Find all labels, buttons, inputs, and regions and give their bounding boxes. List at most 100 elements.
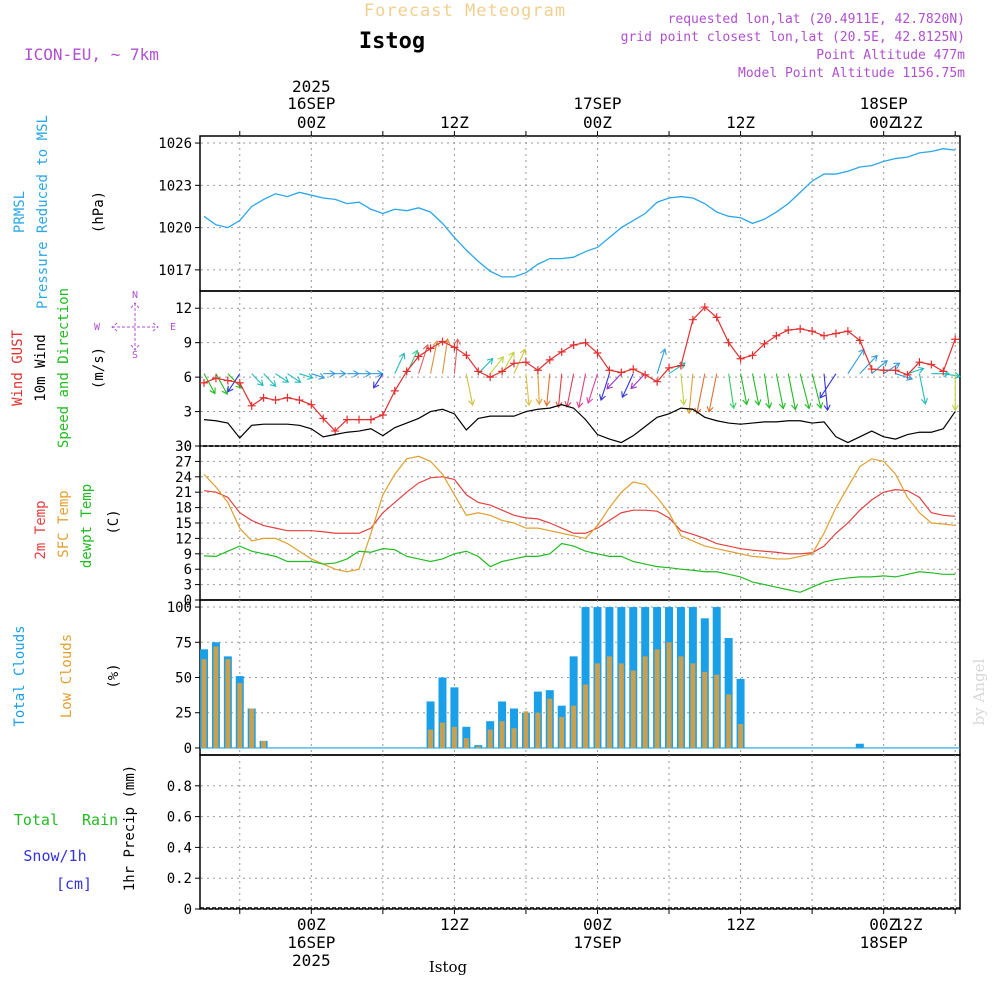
wind-gust-marker	[438, 337, 447, 346]
temp-dewpoint-line	[203, 542, 956, 593]
total-cloud-bar	[450, 687, 459, 748]
pressure-unit: (hPa)	[91, 191, 107, 233]
wind-direction-arrow	[763, 373, 771, 409]
time-label: 00Z	[869, 113, 898, 132]
low-cloud-bar	[201, 659, 207, 748]
wind-direction-arrow	[441, 338, 449, 374]
low-cloud-bar	[213, 646, 219, 748]
wind-gust-marker	[903, 370, 912, 379]
wind-direction-arrow	[787, 373, 796, 410]
wind-direction-arrow	[740, 373, 748, 405]
wind-direction-arrow	[799, 373, 810, 409]
wind-gust-marker	[617, 368, 626, 377]
wind-gust-marker	[211, 374, 220, 383]
wind-gust-marker	[402, 367, 411, 376]
wind-direction-arrow	[537, 373, 540, 405]
y-tick-label: 0	[184, 741, 192, 757]
wind-direction-arrow	[668, 362, 686, 375]
wind-direction-arrow	[606, 373, 622, 390]
y-tick-label: 50	[175, 671, 192, 687]
wind-arrow-head	[906, 374, 914, 381]
wind-arrow-head	[294, 376, 302, 383]
low-cloud-bar	[487, 729, 493, 748]
wind-gust-marker	[510, 359, 519, 368]
wind-direction-arrow	[418, 344, 429, 374]
wind-arrow-head	[318, 372, 326, 380]
wind-direction-arrow	[263, 373, 277, 387]
low-cloud-bar	[499, 721, 505, 748]
panel-frame	[199, 290, 961, 447]
wind-gust-marker	[533, 366, 542, 375]
meteogram-title: Forecast Meteogram	[364, 1, 566, 21]
y-tick-label: 1020	[158, 221, 192, 237]
low-cloud-bar	[690, 663, 696, 748]
wind-arrow-head	[282, 376, 290, 383]
compass-rose: N S W E	[94, 290, 176, 361]
wind-gust-marker	[498, 367, 507, 376]
date-label: 17SEP	[573, 933, 621, 952]
wind-gust-marker	[521, 358, 530, 367]
date-label: 16SEP	[287, 94, 335, 113]
wind-gust-marker	[474, 367, 483, 376]
wind-gust-marker	[676, 361, 685, 370]
y-tick-label: 0.8	[167, 779, 192, 795]
total-cloud-bar	[474, 745, 483, 748]
wind-dir-label: Speed and Direction	[56, 288, 72, 448]
wind-arrow-head	[508, 351, 515, 359]
y-tick-label: 100	[167, 600, 192, 616]
wind-arrow-head	[453, 338, 461, 345]
wind-gust-marker	[605, 366, 614, 375]
wind-arrow-head	[486, 357, 494, 365]
wind-gust-marker	[569, 340, 578, 349]
low-cloud-bar	[738, 724, 744, 748]
total-rain-label: Total Rain	[14, 811, 118, 829]
wind-gust-marker	[307, 400, 316, 409]
y-tick-label: 3	[184, 405, 192, 421]
total-cloud-bar	[724, 638, 733, 748]
time-label: 12Z	[440, 915, 469, 934]
wind-direction-arrow	[430, 340, 438, 374]
wind-arrow-head	[524, 399, 533, 407]
time-label: 12Z	[726, 915, 755, 934]
wind-direction-arrow	[465, 373, 474, 406]
low-cloud-bar	[618, 663, 624, 748]
y-tick-label: 12	[175, 301, 192, 317]
y-tick-label: 25	[175, 706, 192, 722]
y-tick-label: 27	[175, 454, 192, 470]
wind-direction-arrow	[823, 373, 829, 411]
time-label: 00Z	[869, 915, 898, 934]
watermark: by Angel	[970, 658, 988, 725]
wind-gust-marker	[760, 339, 769, 348]
low-cloud-bar	[726, 694, 732, 748]
temp-dew-label: dewpt Temp	[79, 484, 95, 568]
time-label: 12Z	[894, 915, 923, 934]
wind-gust-marker	[319, 414, 328, 423]
wind-direction-arrow	[546, 373, 551, 406]
wind-arrow-head	[685, 407, 694, 415]
compass-south: S	[132, 350, 138, 361]
low-cloud-bar	[559, 716, 565, 748]
footer-location: Istog	[429, 958, 468, 976]
total-cloud-bar	[736, 678, 745, 748]
snow-label: Snow/1h	[23, 847, 86, 865]
date-label: 18SEP	[860, 94, 908, 113]
pressure-labels: PRMSL Pressure Reduced to MSL (hPa)	[12, 115, 107, 309]
wind-direction-arrow	[489, 356, 504, 375]
wind-gust-marker	[641, 370, 650, 379]
point-altitude: Point Altitude 477m	[816, 48, 965, 63]
wind-direction-arrow	[775, 373, 784, 409]
low-cloud-bar	[428, 729, 434, 748]
y-tick-label: 0.4	[167, 840, 192, 856]
wind-direction-arrow	[918, 373, 926, 404]
wind-arrow-head	[893, 362, 901, 369]
wind-arrow-head	[804, 402, 812, 410]
total-cloud-bar	[855, 743, 864, 748]
wind-gust-marker	[820, 331, 829, 340]
wind-gust-marker	[629, 365, 638, 374]
temp-2m-line	[203, 476, 956, 555]
wind-unit: (m/s)	[91, 347, 107, 389]
wind-direction-arrow	[728, 373, 735, 409]
wind-gust-marker	[843, 327, 852, 336]
low-cloud-bar	[594, 663, 600, 748]
